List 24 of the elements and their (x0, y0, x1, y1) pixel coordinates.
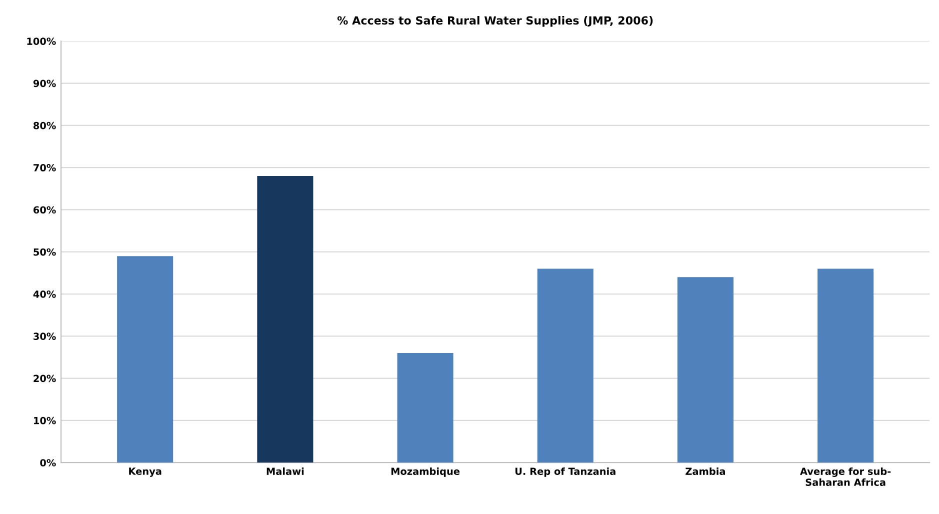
bar (677, 277, 734, 463)
x-tick-label: Mozambique (391, 467, 460, 477)
y-tick-label: 80% (33, 122, 56, 130)
y-tick-label: 70% (34, 164, 56, 172)
bar (117, 256, 174, 463)
x-tick-label: Average for sub- Saharan Africa (800, 467, 891, 486)
bar (397, 353, 454, 463)
y-tick-label: 60% (34, 206, 56, 214)
x-tick-label: Malawi (266, 467, 304, 475)
chart-title: % Access to Safe Rural Water Supplies (JMP, 2006) (337, 16, 653, 27)
y-tick-label: 40% (33, 290, 56, 298)
y-tick-label: 10% (34, 416, 56, 424)
x-tick-label: U. Rep of Tanzania (515, 467, 616, 477)
bar (818, 268, 874, 463)
y-tick-label: 100% (27, 38, 56, 45)
y-tick-label: 20% (34, 374, 56, 382)
bar (257, 176, 314, 463)
x-tick-label: Kenya (129, 468, 162, 477)
y-tick-label: 50% (34, 248, 56, 256)
x-tick-label: Zambia (686, 467, 725, 475)
y-tick-label: 90% (33, 80, 56, 88)
y-tick-label: 30% (34, 332, 56, 340)
y-tick-label: 0% (40, 459, 56, 466)
bar (537, 268, 594, 463)
